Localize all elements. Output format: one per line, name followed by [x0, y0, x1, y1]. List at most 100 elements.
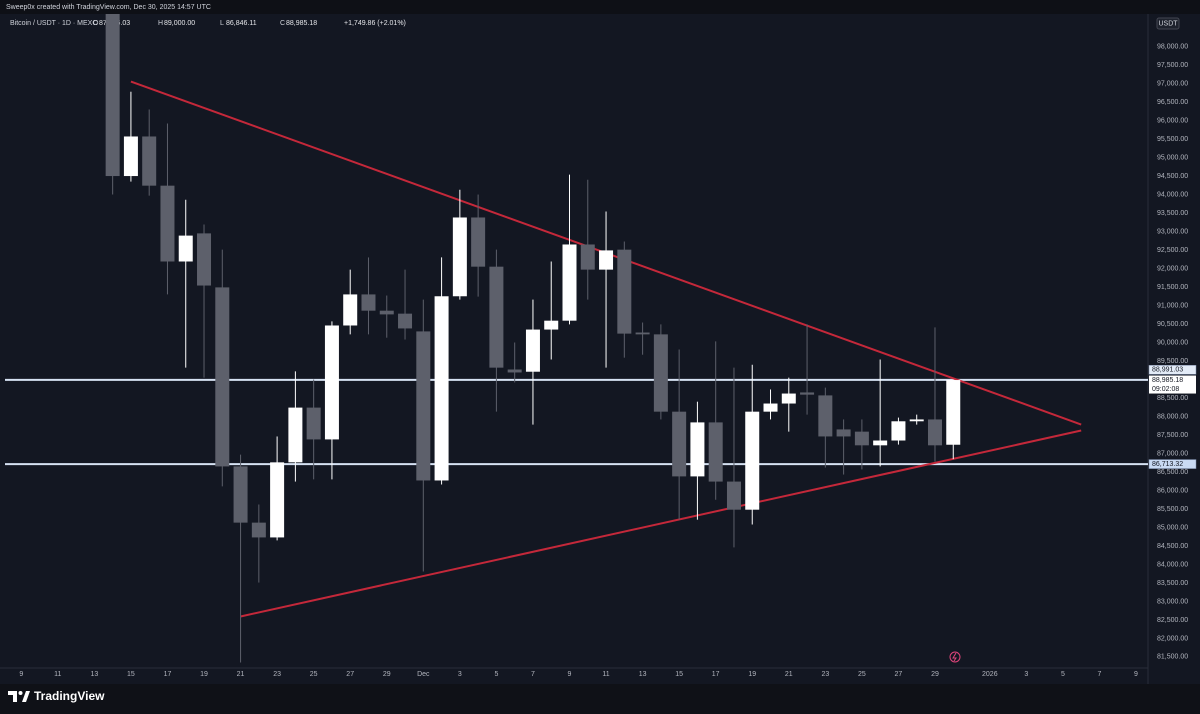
x-tick-label: 9	[19, 671, 23, 678]
currency-badge[interactable]	[1156, 17, 1180, 30]
y-tick-label: 91,000.00	[1157, 302, 1188, 309]
candle-body	[416, 331, 431, 481]
y-tick-label: 92,000.00	[1157, 265, 1188, 272]
x-tick-label: 23	[821, 671, 829, 678]
candle-body	[142, 136, 157, 186]
countdown: 09:02:08	[1152, 386, 1179, 393]
attribution: Sweep0x created with TradingView.com, De…	[6, 4, 211, 11]
y-tick-label: 82,000.00	[1157, 635, 1188, 642]
y-tick-label: 97,000.00	[1157, 80, 1188, 87]
candle-body	[599, 250, 614, 270]
candle-body	[361, 294, 376, 311]
y-tick-label: 93,000.00	[1157, 228, 1188, 235]
y-tick-label: 86,500.00	[1157, 469, 1188, 476]
y-tick-label: 94,500.00	[1157, 173, 1188, 180]
change: +1,749.86 (+2.01%)	[344, 20, 406, 27]
y-tick-label: 98,000.00	[1157, 43, 1188, 50]
symbol-title: Bitcoin / USDT · 1D · MEXC	[10, 20, 97, 27]
candle-body	[617, 249, 632, 334]
candle-body	[726, 481, 741, 510]
x-tick-label: 5	[494, 671, 498, 678]
y-tick-label: 88,000.00	[1157, 413, 1188, 420]
candle-body	[745, 411, 760, 510]
candle-body	[653, 334, 668, 412]
candle-body	[690, 422, 705, 477]
price-line-label-box	[1148, 459, 1197, 469]
y-tick-label: 83,000.00	[1157, 598, 1188, 605]
x-tick-label: 9	[1134, 671, 1138, 678]
y-tick-label: 96,000.00	[1157, 117, 1188, 124]
y-tick-label: 81,500.00	[1157, 654, 1188, 661]
x-tick-label: 25	[858, 671, 866, 678]
y-tick-label: 95,000.00	[1157, 154, 1188, 161]
x-tick-label: 23	[273, 671, 281, 678]
x-tick-label: 13	[90, 671, 98, 678]
y-tick-label: 87,500.00	[1157, 432, 1188, 439]
axes: 81,500.00 82,000.00 82,500.00 83,000.00 83,5…	[19, 43, 1197, 678]
candle-body	[507, 369, 522, 373]
x-tick-label: 3	[458, 671, 462, 678]
candle-body	[379, 310, 394, 315]
x-tick-label: 3	[1024, 671, 1028, 678]
x-tick-label: 29	[383, 671, 391, 678]
x-tick-label: 19	[200, 671, 208, 678]
x-tick-label: 17	[164, 671, 172, 678]
candle-body	[160, 185, 175, 262]
last-price-label: 88,985.18	[1152, 377, 1183, 384]
readout-key: O	[93, 20, 99, 27]
x-tick-label: 2026	[982, 671, 998, 678]
x-tick-label: 29	[931, 671, 939, 678]
readout-value: 89,000.00	[164, 20, 195, 27]
candle-body	[763, 403, 778, 412]
y-tick-label: 93,500.00	[1157, 210, 1188, 217]
candle-body	[288, 407, 303, 463]
last-price-marker	[1149, 375, 1196, 394]
y-tick-label: 89,500.00	[1157, 358, 1188, 365]
y-tick-label: 95,500.00	[1157, 136, 1188, 143]
x-tick-label: 7	[531, 671, 535, 678]
candle-body	[672, 411, 687, 477]
plot-area	[5, 14, 1148, 663]
y-tick-label: 83,500.00	[1157, 580, 1188, 587]
candle-body	[544, 320, 559, 330]
x-tick-label: 15	[127, 671, 135, 678]
candle-body	[215, 287, 230, 467]
y-tick-label: 82,500.00	[1157, 617, 1188, 624]
logo-dot	[18, 691, 23, 695]
candle-body	[580, 244, 595, 270]
x-tick-label: 15	[675, 671, 683, 678]
candle-body	[306, 407, 321, 440]
x-tick-label: 21	[237, 671, 245, 678]
candle-body	[946, 380, 961, 445]
event-icon[interactable]	[949, 651, 961, 663]
readout-key: H	[158, 20, 163, 27]
y-tick-label: 96,500.00	[1157, 99, 1188, 106]
x-tick-label: 9	[568, 671, 572, 678]
candle-body	[800, 392, 815, 395]
candle-body	[471, 217, 486, 267]
y-tick-label: 91,500.00	[1157, 284, 1188, 291]
y-tick-label: 84,500.00	[1157, 543, 1188, 550]
candle-body	[434, 296, 449, 481]
candle-body	[398, 313, 413, 329]
x-tick-label: 25	[310, 671, 318, 678]
candle-body	[233, 466, 248, 523]
candle-body	[489, 266, 504, 368]
candle-body	[836, 429, 851, 437]
candle-body	[708, 422, 723, 482]
x-tick-label: 17	[712, 671, 720, 678]
y-tick-label: 88,500.00	[1157, 395, 1188, 402]
candle-body	[635, 332, 650, 335]
candle-body	[178, 235, 193, 262]
brand: TradingView	[34, 689, 105, 703]
y-tick-label: 85,000.00	[1157, 524, 1188, 531]
price-line-label-box	[1148, 365, 1197, 375]
brand-logo	[8, 691, 30, 702]
candle-body	[123, 136, 138, 177]
y-tick-label: 94,000.00	[1157, 191, 1188, 198]
y-tick-label: 90,500.00	[1157, 321, 1188, 328]
footer-bar	[0, 684, 1200, 714]
y-tick-label: 92,500.00	[1157, 247, 1188, 254]
